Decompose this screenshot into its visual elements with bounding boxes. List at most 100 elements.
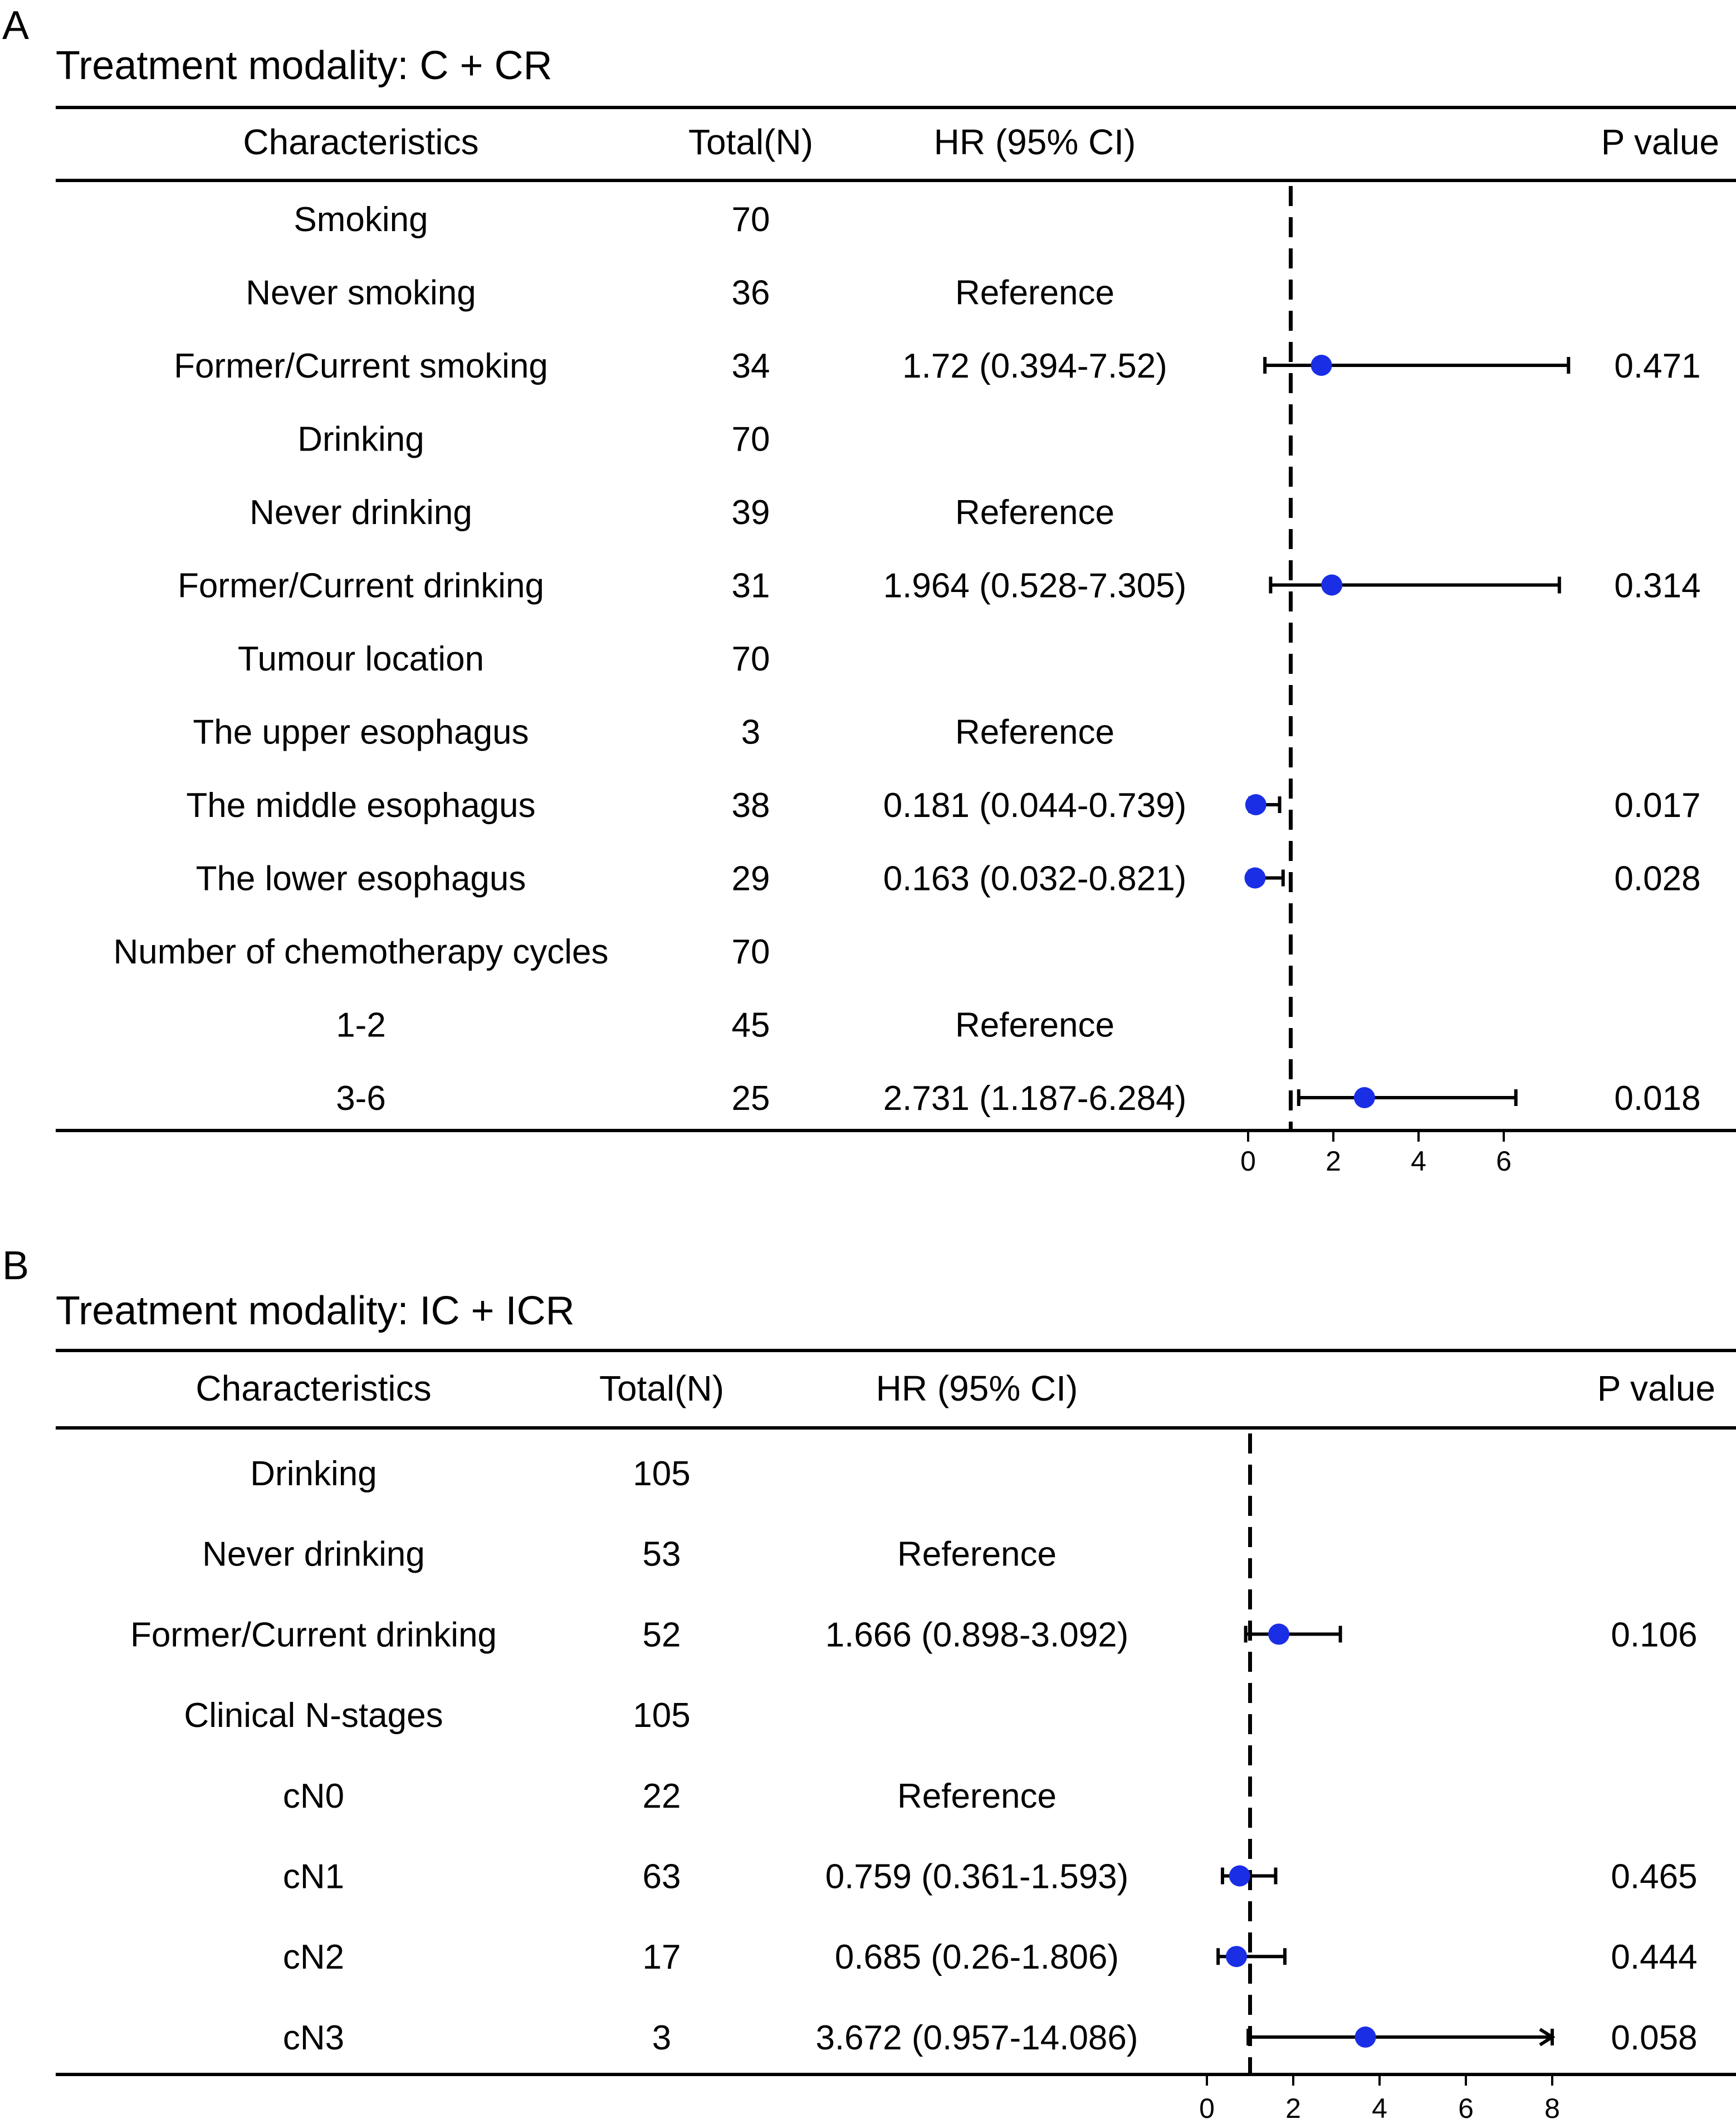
row-hr-ci: Reference — [955, 493, 1114, 532]
row-label: Former/Current smoking — [174, 347, 548, 385]
row-hr-ci: 1.72 (0.394-7.52) — [902, 347, 1167, 385]
hr-point — [1310, 355, 1332, 376]
row-total: 70 — [732, 420, 770, 459]
row-label: Former/Current drinking — [130, 1616, 497, 1654]
table-row: cN3 3 3.672 (0.957-14.086) 0.058 — [283, 2019, 1698, 2057]
row-p-value: 0.106 — [1611, 1616, 1697, 1654]
row-p-value: 0.444 — [1611, 1938, 1697, 1976]
row-p-value: 0.028 — [1614, 860, 1700, 898]
table-row: The upper esophagus 3 Reference — [193, 713, 1114, 752]
x-tick-label: 6 — [1458, 2093, 1474, 2119]
table-row: The middle esophagus 38 0.181 (0.044-0.739… — [186, 786, 1700, 825]
row-hr-ci: 1.964 (0.528-7.305) — [883, 567, 1187, 605]
x-tick-label: 2 — [1285, 2093, 1301, 2119]
header-total: Total(N) — [688, 122, 813, 162]
table-row: cN1 63 0.759 (0.361-1.593) 0.465 — [283, 1858, 1698, 1896]
x-tick-label: 4 — [1411, 1146, 1426, 1177]
x-tick-label: 4 — [1372, 2093, 1387, 2119]
x-tick-label: 0 — [1199, 2093, 1215, 2119]
hr-point — [1321, 574, 1343, 596]
row-hr-ci: Reference — [955, 713, 1114, 752]
row-total: 29 — [732, 860, 770, 898]
row-p-value: 0.471 — [1614, 347, 1700, 385]
row-label: cN1 — [283, 1858, 344, 1896]
row-label: Never drinking — [202, 1535, 425, 1574]
row-p-value: 0.314 — [1614, 567, 1700, 605]
row-total: 53 — [643, 1535, 681, 1574]
table-row: The lower esophagus 29 0.163 (0.032-0.821)… — [196, 860, 1701, 898]
header-hr: HR (95% CI) — [934, 122, 1136, 162]
row-hr-ci: 0.181 (0.044-0.739) — [883, 786, 1187, 825]
hr-point — [1244, 867, 1266, 889]
hr-point — [1353, 1087, 1375, 1108]
row-total: 70 — [732, 933, 770, 971]
row-total: 22 — [643, 1777, 681, 1815]
table-row: Former/Current drinking 31 1.964 (0.528-7.… — [178, 567, 1701, 605]
row-label: 1-2 — [336, 1006, 386, 1045]
row-label: Never smoking — [246, 274, 476, 312]
forest-panel-b: B Treatment modality: IC + ICR Characteris… — [2, 1244, 1736, 2119]
hr-point — [1268, 1623, 1290, 1645]
row-hr-ci: Reference — [897, 1535, 1057, 1574]
row-hr-ci: 1.666 (0.898-3.092) — [825, 1616, 1129, 1654]
row-total: 17 — [643, 1938, 681, 1976]
table-row: Tumour location 70 — [238, 640, 770, 678]
row-label: cN2 — [283, 1938, 344, 1976]
row-total: 39 — [732, 493, 770, 532]
row-hr-ci: 0.685 (0.26-1.806) — [835, 1938, 1119, 1976]
forest-panel-a: A Treatment modality: C + CR Characteristi… — [2, 3, 1736, 1177]
row-label: cN0 — [283, 1777, 344, 1815]
x-tick-label: 2 — [1326, 1146, 1341, 1177]
x-tick-label: 6 — [1496, 1146, 1512, 1177]
row-total: 3 — [652, 2019, 671, 2057]
row-total: 105 — [633, 1696, 690, 1735]
row-p-value: 0.058 — [1611, 2019, 1697, 2057]
row-label: Drinking — [297, 420, 424, 459]
header-p-value: P value — [1597, 1368, 1715, 1408]
hr-point — [1245, 794, 1266, 815]
table-row: Former/Current drinking 52 1.666 (0.898-3.… — [130, 1616, 1698, 1654]
row-label: 3-6 — [336, 1079, 386, 1118]
row-total: 38 — [732, 786, 770, 825]
row-total: 52 — [643, 1616, 681, 1654]
row-total: 3 — [741, 713, 760, 752]
row-total: 105 — [633, 1455, 690, 1493]
row-hr-ci: 0.759 (0.361-1.593) — [825, 1858, 1129, 1896]
row-label: The lower esophagus — [196, 860, 526, 898]
table-row: Never smoking 36 Reference — [246, 274, 1114, 312]
row-label: Smoking — [294, 200, 428, 239]
row-label: Never drinking — [250, 493, 472, 532]
row-label: Clinical N-stages — [184, 1696, 443, 1735]
hr-point — [1354, 2026, 1376, 2048]
x-tick-label: 8 — [1544, 2093, 1560, 2119]
row-p-value: 0.017 — [1614, 786, 1700, 825]
header-p-value: P value — [1601, 122, 1719, 162]
row-hr-ci: Reference — [955, 274, 1114, 312]
row-label: The middle esophagus — [186, 786, 535, 825]
row-hr-ci: 2.731 (1.187-6.284) — [883, 1079, 1187, 1118]
row-total: 31 — [732, 567, 770, 605]
table-row: Clinical N-stages 105 — [184, 1696, 690, 1735]
row-total: 25 — [732, 1079, 770, 1118]
row-hr-ci: Reference — [897, 1777, 1057, 1815]
panel-label: A — [2, 3, 29, 48]
header-characteristics: Characteristics — [243, 122, 478, 162]
row-label: The upper esophagus — [193, 713, 529, 752]
row-hr-ci: 0.163 (0.032-0.821) — [883, 860, 1187, 898]
row-p-value: 0.465 — [1611, 1858, 1697, 1896]
panel-title: Treatment modality: C + CR — [56, 43, 552, 88]
row-p-value: 0.018 — [1614, 1079, 1700, 1118]
row-total: 34 — [732, 347, 770, 385]
header-hr: HR (95% CI) — [876, 1368, 1078, 1408]
row-label: Tumour location — [238, 640, 484, 678]
hr-point — [1229, 1865, 1250, 1887]
row-label: Number of chemotherapy cycles — [113, 933, 608, 971]
table-row: Drinking 70 — [297, 420, 770, 459]
table-row: 1-2 45 Reference — [336, 1006, 1114, 1045]
row-total: 70 — [732, 640, 770, 678]
table-row: Number of chemotherapy cycles 70 — [113, 933, 770, 971]
row-total: 36 — [732, 274, 770, 312]
row-label: Drinking — [250, 1455, 376, 1493]
header-total: Total(N) — [599, 1368, 724, 1408]
